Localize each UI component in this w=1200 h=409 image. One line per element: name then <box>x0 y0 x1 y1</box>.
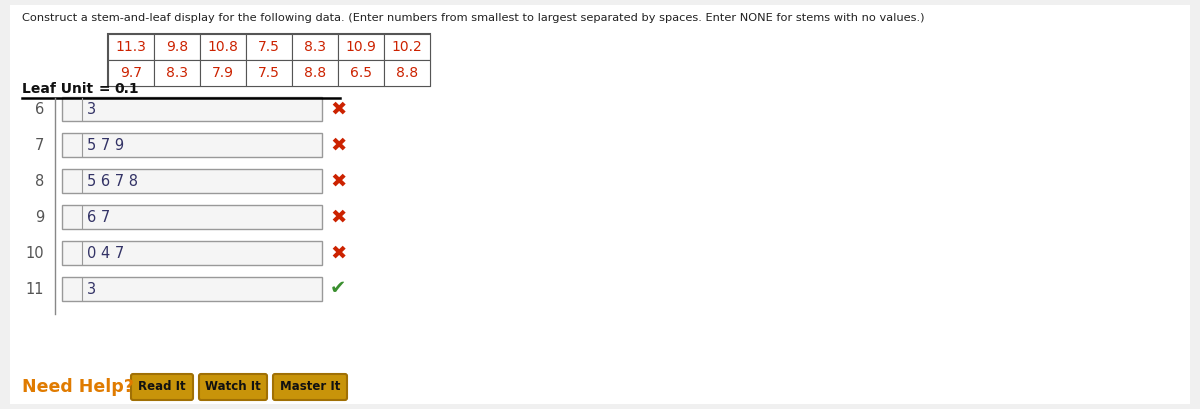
Bar <box>108 34 430 86</box>
Text: ✖: ✖ <box>330 243 347 263</box>
Bar <box>62 277 322 301</box>
Bar <box>108 34 154 60</box>
Text: 6.5: 6.5 <box>350 66 372 80</box>
Text: 7.5: 7.5 <box>258 40 280 54</box>
Text: 9.8: 9.8 <box>166 40 188 54</box>
Text: 7: 7 <box>35 137 44 153</box>
Bar <box>292 34 338 60</box>
Text: 8.8: 8.8 <box>304 66 326 80</box>
Bar <box>338 60 384 86</box>
FancyBboxPatch shape <box>274 374 347 400</box>
Text: 7.9: 7.9 <box>212 66 234 80</box>
FancyBboxPatch shape <box>131 374 193 400</box>
Text: 11.3: 11.3 <box>115 40 146 54</box>
Text: 6 7: 6 7 <box>88 209 110 225</box>
Text: 8.3: 8.3 <box>166 66 188 80</box>
Text: 6: 6 <box>35 101 44 117</box>
Text: 10: 10 <box>25 245 44 261</box>
Bar <box>154 60 200 86</box>
Text: 3: 3 <box>88 101 96 117</box>
Text: 0.1: 0.1 <box>114 82 139 96</box>
Bar <box>200 34 246 60</box>
Bar <box>246 34 292 60</box>
Bar <box>154 34 200 60</box>
Bar <box>62 205 322 229</box>
Text: 9: 9 <box>35 209 44 225</box>
Text: 5 6 7 8: 5 6 7 8 <box>88 173 138 189</box>
Bar <box>62 133 322 157</box>
Text: ✖: ✖ <box>330 99 347 119</box>
Text: 10.9: 10.9 <box>346 40 377 54</box>
FancyBboxPatch shape <box>199 374 266 400</box>
Text: 9.7: 9.7 <box>120 66 142 80</box>
Text: Leaf Unit: Leaf Unit <box>22 82 94 96</box>
Text: 8: 8 <box>35 173 44 189</box>
Text: 11: 11 <box>25 281 44 297</box>
Text: ✔: ✔ <box>330 279 347 299</box>
Text: ✖: ✖ <box>330 207 347 227</box>
Text: =: = <box>94 82 115 96</box>
Bar <box>108 60 154 86</box>
Bar <box>292 60 338 86</box>
Text: 5 7 9: 5 7 9 <box>88 137 124 153</box>
Text: Need Help?: Need Help? <box>22 378 134 396</box>
Text: 8.3: 8.3 <box>304 40 326 54</box>
Text: ✖: ✖ <box>330 171 347 191</box>
Text: Construct a stem-and-leaf display for the following data. (Enter numbers from sm: Construct a stem-and-leaf display for th… <box>22 13 924 23</box>
Bar <box>246 60 292 86</box>
Text: Master It: Master It <box>280 380 340 393</box>
Text: 8.8: 8.8 <box>396 66 418 80</box>
Text: ✖: ✖ <box>330 135 347 155</box>
Bar <box>384 60 430 86</box>
Text: 10.2: 10.2 <box>391 40 422 54</box>
Text: 0 4 7: 0 4 7 <box>88 245 125 261</box>
Bar <box>62 169 322 193</box>
Bar <box>200 60 246 86</box>
Bar <box>384 34 430 60</box>
Text: 3: 3 <box>88 281 96 297</box>
Text: Watch It: Watch It <box>205 380 260 393</box>
Text: Read It: Read It <box>138 380 186 393</box>
Text: 7.5: 7.5 <box>258 66 280 80</box>
Text: 10.8: 10.8 <box>208 40 239 54</box>
Bar <box>62 241 322 265</box>
Bar <box>338 34 384 60</box>
Bar <box>62 97 322 121</box>
